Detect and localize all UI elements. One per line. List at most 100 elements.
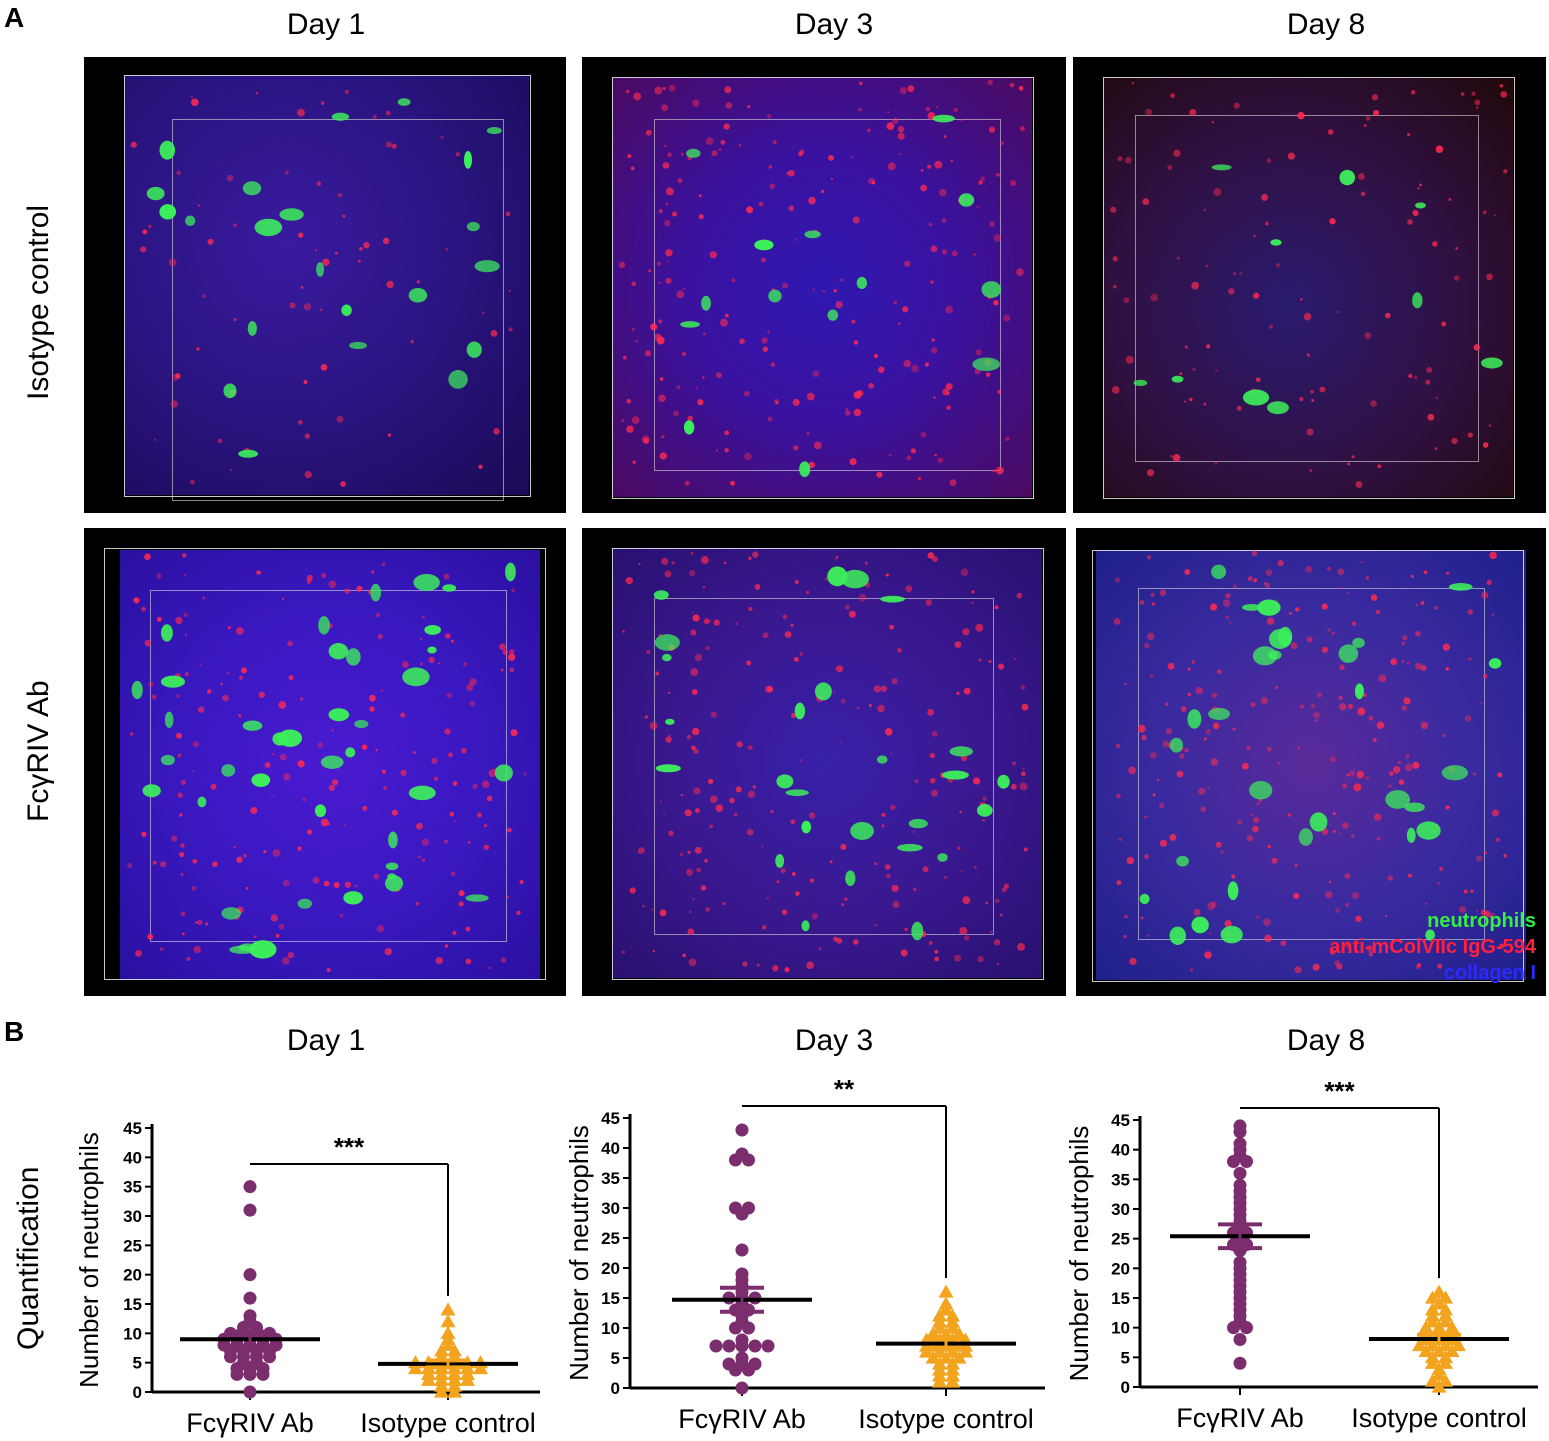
- antibody-speck: [488, 769, 497, 778]
- antibody-speck: [941, 218, 947, 223]
- neutrophil-cell: [655, 764, 681, 773]
- antibody-speck: [996, 466, 1004, 475]
- antibody-speck: [1250, 813, 1253, 817]
- y-tick-label: 0: [1121, 1378, 1130, 1397]
- point-fcgriv: [243, 1291, 257, 1305]
- antibody-speck: [342, 214, 346, 218]
- antibody-speck: [735, 786, 742, 793]
- antibody-speck: [1210, 901, 1217, 908]
- antibody-speck: [868, 703, 872, 708]
- antibody-speck: [1390, 658, 1398, 666]
- antibody-speck: [735, 622, 738, 626]
- antibody-speck: [716, 372, 722, 379]
- antibody-speck: [705, 137, 714, 146]
- neutrophil-cell: [385, 862, 399, 871]
- antibody-speck: [506, 895, 509, 899]
- antibody-speck: [752, 551, 759, 558]
- point-fcgriv: [722, 1339, 736, 1353]
- antibody-speck: [344, 89, 349, 94]
- antibody-speck: [806, 961, 814, 970]
- neutrophil-cell: [1211, 164, 1232, 171]
- antibody-speck: [987, 79, 994, 86]
- panel-b-title-day1: Day 1: [286, 1024, 366, 1057]
- antibody-speck: [654, 86, 663, 95]
- neutrophil-cell: [249, 940, 277, 959]
- antibody-speck: [1316, 692, 1322, 698]
- antibody-speck: [1497, 772, 1503, 778]
- antibody-speck: [988, 126, 996, 133]
- antibody-speck: [931, 338, 935, 342]
- antibody-speck: [1189, 108, 1197, 116]
- antibody-speck: [233, 223, 237, 228]
- micrograph-isotype-day8: [1073, 57, 1546, 513]
- neutrophil-cell: [314, 804, 327, 818]
- point-fcgriv: [742, 1363, 755, 1377]
- neutrophil-cell: [1448, 583, 1473, 591]
- antibody-speck: [391, 143, 397, 149]
- antibody-speck: [445, 248, 448, 251]
- neutrophil-cell: [1171, 375, 1184, 383]
- antibody-speck: [1239, 272, 1243, 275]
- antibody-speck: [356, 585, 363, 592]
- antibody-speck: [1351, 891, 1360, 900]
- antibody-speck: [1410, 574, 1415, 578]
- antibody-speck: [655, 671, 660, 676]
- antibody-speck: [183, 573, 186, 577]
- antibody-speck: [298, 232, 304, 238]
- antibody-speck: [637, 851, 640, 854]
- neutrophil-cell: [997, 774, 1010, 789]
- antibody-speck: [422, 858, 426, 862]
- antibody-speck: [840, 843, 847, 851]
- antibody-speck: [649, 721, 658, 730]
- point-fcgriv: [243, 1268, 257, 1282]
- antibody-speck: [928, 222, 933, 227]
- point-isotype: [932, 1344, 947, 1358]
- antibody-speck: [1176, 256, 1180, 260]
- antibody-speck: [1471, 91, 1476, 96]
- antibody-speck: [375, 749, 378, 752]
- point-fcgriv: [761, 1339, 775, 1353]
- antibody-speck: [1358, 173, 1365, 180]
- antibody-speck: [1215, 841, 1222, 848]
- antibody-speck: [812, 370, 820, 378]
- antibody-speck: [659, 909, 667, 917]
- antibody-speck: [297, 846, 302, 851]
- point-fcgriv: [1233, 1356, 1247, 1370]
- antibody-speck: [1211, 121, 1215, 124]
- antibody-speck: [133, 597, 140, 604]
- antibody-speck: [1277, 560, 1284, 567]
- antibody-speck: [665, 202, 669, 206]
- antibody-speck: [898, 152, 901, 156]
- y-tick-label: 0: [611, 1379, 620, 1398]
- antibody-speck: [1173, 149, 1181, 157]
- neutrophil-cell: [686, 148, 701, 158]
- antibody-speck: [1486, 273, 1493, 281]
- point-isotype: [1444, 1343, 1460, 1358]
- antibody-speck: [509, 649, 515, 655]
- antibody-speck: [279, 753, 287, 761]
- point-isotype: [440, 1302, 456, 1316]
- antibody-speck: [400, 769, 407, 776]
- antibody-speck: [1335, 908, 1340, 913]
- antibody-speck: [420, 662, 423, 666]
- antibody-speck: [960, 118, 964, 122]
- antibody-speck: [369, 694, 376, 702]
- antibody-speck: [1305, 565, 1313, 573]
- antibody-speck: [925, 106, 931, 112]
- antibody-speck: [618, 261, 626, 269]
- antibody-speck: [472, 783, 478, 790]
- antibody-speck: [993, 939, 1001, 946]
- antibody-speck: [1246, 746, 1251, 751]
- antibody-speck: [932, 556, 938, 562]
- antibody-speck: [1016, 592, 1023, 599]
- antibody-speck: [835, 555, 839, 559]
- antibody-speck: [1408, 373, 1413, 379]
- antibody-speck: [467, 840, 471, 844]
- antibody-speck: [275, 933, 280, 938]
- antibody-speck: [868, 177, 875, 185]
- antibody-speck: [372, 114, 378, 120]
- panel-b-letter: B: [4, 1016, 25, 1047]
- neutrophil-cell: [845, 870, 856, 887]
- y-tick-label: 5: [611, 1349, 620, 1368]
- antibody-speck: [1417, 187, 1420, 190]
